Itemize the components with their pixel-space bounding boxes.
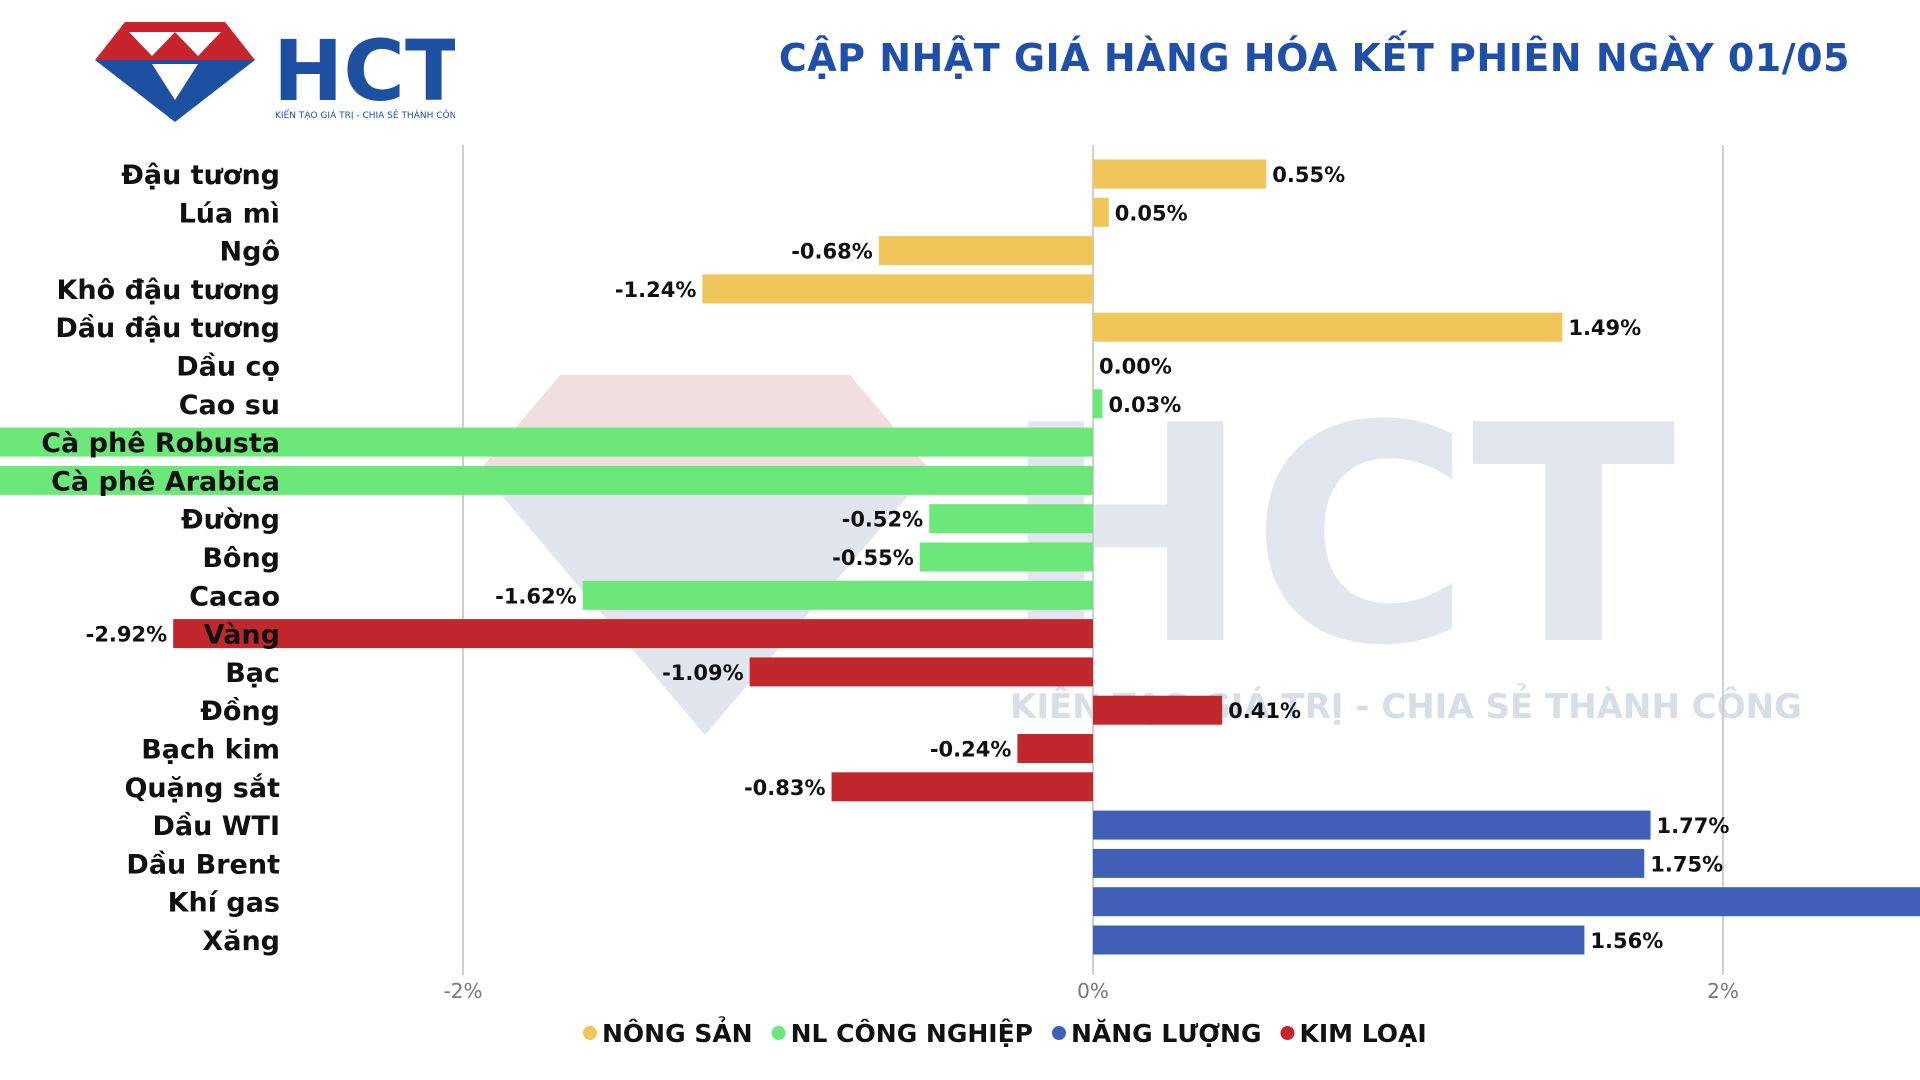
category-label: Cao su [179, 390, 280, 421]
category-label: Bạch kim [141, 735, 280, 766]
legend-item: NL CÔNG NGHIỆP [791, 1018, 1033, 1048]
bar [582, 580, 1093, 610]
logo-diamond-icon [95, 22, 255, 122]
value-label: -1.24% [615, 278, 697, 302]
bar [1093, 351, 1094, 380]
category-label: Ngô [220, 237, 280, 268]
category-label: Bông [202, 543, 280, 574]
category-labels: Đậu tương Lúa mì Ngô Khô đậu tương Dầu đậu t… [41, 160, 280, 957]
bar [929, 504, 1093, 534]
watermark: HCT KIẾN TẠO GIÁ TRỊ - CHIA SẺ THÀNH CÔN… [480, 362, 1802, 735]
value-label: 0.03% [1108, 393, 1181, 417]
watermark-wordmark: HCT [1000, 362, 1677, 711]
logo-wordmark: HCT [273, 22, 455, 120]
bar [1093, 887, 1920, 917]
value-label: 0.00% [1099, 355, 1172, 379]
bar [1093, 197, 1109, 227]
category-label: Đồng [200, 696, 280, 727]
legend-item: NÔNG SẢN [602, 1015, 753, 1048]
logo-graphic: HCT KIẾN TẠO GIÁ TRỊ - CHIA SẺ THÀNH CÔN… [95, 22, 463, 122]
value-label: -0.24% [930, 738, 1012, 762]
value-label: -0.68% [791, 240, 873, 264]
bar [1093, 695, 1223, 725]
value-label: -1.09% [662, 661, 744, 685]
bar [749, 657, 1093, 687]
value-label: -1.62% [495, 584, 577, 608]
value-label: 1.49% [1568, 316, 1641, 340]
value-label: 1.75% [1650, 852, 1723, 876]
bar [1093, 810, 1651, 840]
bar [1093, 848, 1645, 878]
category-label: Cà phê Arabica [51, 466, 280, 497]
category-label: Dầu đậu tương [55, 313, 280, 344]
category-label: Xăng [202, 926, 280, 957]
value-labels: 0.55%0.05%-0.68%-1.24%1.49%0.00%0.03%-4.… [86, 163, 1730, 953]
legend-item: KIM LOẠI [1300, 1019, 1427, 1048]
x-tick-label: 0% [1077, 979, 1109, 1003]
category-label: Dầu WTI [153, 811, 281, 842]
legend-marker [771, 1026, 786, 1040]
bar [0, 465, 1094, 495]
value-label: -0.52% [842, 508, 924, 532]
bar [878, 236, 1093, 266]
x-tick-labels: -4%-2%0%2%4% [444, 979, 1739, 1003]
bar [1093, 389, 1103, 419]
brand-logo: HCT KIẾN TẠO GIÁ TRỊ - CHIA SẺ THÀNH CÔN… [95, 18, 463, 128]
x-tick-label: -2% [444, 979, 483, 1003]
value-label: 1.56% [1590, 929, 1663, 953]
value-label: -0.83% [744, 776, 826, 800]
value-label: -0.55% [832, 546, 914, 570]
category-label: Bạc [225, 658, 280, 689]
category-label: Đường [181, 505, 280, 536]
bar [1093, 312, 1563, 342]
legend-marker [583, 1026, 597, 1040]
page-title: CẬP NHẬT GIÁ HÀNG HÓA KẾT PHIÊN NGÀY 01/… [778, 36, 1850, 80]
value-label: 0.55% [1272, 163, 1345, 187]
value-label: 0.05% [1115, 201, 1188, 225]
category-label: Đậu tương [121, 160, 280, 191]
category-label: Khô đậu tương [57, 275, 281, 306]
legend: NÔNG SẢN NL CÔNG NGHIỆP NĂNG LƯỢNG KIM LOẠI [583, 1015, 1427, 1048]
bars [0, 159, 1920, 955]
legend-marker [1280, 1026, 1295, 1040]
value-label: -2.92% [86, 623, 168, 647]
bar [1093, 159, 1267, 189]
bar [1017, 734, 1093, 763]
category-label: Dầu cọ [176, 352, 280, 383]
bar [919, 542, 1093, 572]
bar [173, 619, 1093, 649]
category-label: Vàng [204, 620, 280, 651]
bar [1093, 925, 1585, 955]
legend-item: NĂNG LƯỢNG [1071, 1018, 1262, 1048]
category-label: Cà phê Robusta [41, 428, 280, 459]
x-tick-label: 2% [1707, 979, 1739, 1003]
category-label: Cacao [189, 581, 280, 612]
category-label: Lúa mì [179, 198, 280, 229]
category-label: Quặng sắt [124, 773, 280, 804]
bar [702, 274, 1093, 304]
category-label: Dầu Brent [126, 849, 280, 880]
legend-marker [1051, 1026, 1066, 1040]
value-label: 1.77% [1657, 814, 1730, 838]
bar [0, 427, 1093, 457]
value-label: 0.41% [1228, 699, 1301, 723]
logo-tagline: KIẾN TẠO GIÁ TRỊ - CHIA SẺ THÀNH CÔNG [275, 109, 455, 121]
bar [831, 772, 1093, 802]
category-label: Khí gas [168, 888, 280, 919]
